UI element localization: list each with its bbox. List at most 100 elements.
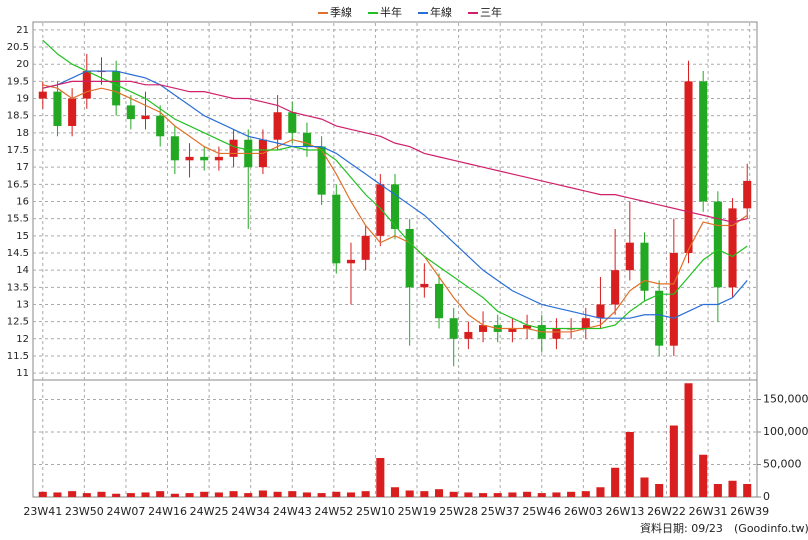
candle-body [288,112,297,133]
volume-bar [523,491,532,497]
volume-bar [699,454,708,497]
volume-bar [317,493,326,497]
y-tick-label: 14 [16,265,29,276]
volume-bar [288,491,297,497]
volume-bar [684,383,693,497]
y-tick-label: 12.5 [7,317,29,328]
volume-bar [376,458,385,497]
candle-body [200,156,209,161]
candle-body [655,290,664,346]
candle-body [743,180,752,209]
volume-bar [596,487,605,497]
volume-bar [581,491,590,497]
candle-body [68,98,77,126]
volume-bar [390,487,400,497]
volume-bar [625,432,634,497]
volume-bar [449,491,458,497]
x-tick-label: 24W43 [273,505,312,518]
volume-bar [38,491,47,497]
candle-body [82,71,91,99]
legend-label: 年線 [430,5,452,19]
y-tick-label: 11.5 [7,351,29,362]
volume-bar [200,491,209,497]
y-tick-label: 16 [16,197,29,208]
y-tick-label: 13 [16,299,29,310]
y-tick-label: 20 [16,59,29,70]
y-tick-label: 18.5 [7,111,29,122]
candle-body [273,112,282,140]
candle-body [332,194,341,264]
volume-bar [141,492,150,497]
volume-bar [567,491,576,497]
candle-body [214,156,223,161]
volume-bar [126,493,135,497]
candle-body [156,115,165,137]
volume-bar [464,492,473,497]
candle-body [229,139,238,157]
volume-bar [156,491,165,497]
x-tick-label: 26W13 [605,505,644,518]
candle-body [684,81,693,253]
volume-bar [405,490,414,497]
volume-bar [214,492,223,497]
volume-bar [669,425,678,497]
y-tick-label: 19 [16,94,29,105]
candle-body [699,81,708,202]
volume-bar [743,484,752,497]
candle-body [640,242,649,291]
volume-bar [258,490,267,497]
y2-tick-label: 150,000 [763,393,808,406]
candle-body [126,105,135,120]
candle-body [449,318,458,339]
volume-bar [479,493,488,497]
volume-bar [552,492,561,497]
x-tick-label: 24W16 [148,505,187,518]
candle-body [728,208,737,288]
candle-body [552,328,561,339]
y2-tick-label: 0 [763,490,770,503]
volume-bar [185,493,194,497]
y-tick-label: 18 [16,128,29,139]
volume-bar [713,484,722,497]
candle-body [390,184,400,229]
x-tick-label: 23W50 [65,505,104,518]
x-tick-label: 25W10 [356,505,395,518]
candle-body [464,331,473,339]
volume-bar [655,484,664,497]
y-tick-label: 17 [16,162,29,173]
x-tick-label: 23W41 [23,505,62,518]
y-tick-label: 17.5 [7,145,29,156]
footer-date: 資料日期: 09/23 [640,521,723,535]
candle-body [434,283,444,319]
x-tick-label: 24W25 [190,505,229,518]
y-tick-label: 20.5 [7,42,29,53]
x-tick-label: 24W34 [231,505,270,518]
volume-bar [68,491,77,497]
legend-label: 三年 [480,5,502,19]
candle-body [625,242,634,271]
y-tick-label: 14.5 [7,248,29,259]
x-tick-label: 25W19 [398,505,437,518]
x-tick-label: 25W37 [481,505,520,518]
x-tick-label: 25W46 [522,505,561,518]
x-tick-label: 25W28 [439,505,478,518]
y-tick-label: 16.5 [7,179,29,190]
candle-body [376,184,385,236]
ma-line [42,39,748,330]
x-tick-label: 26W31 [689,505,728,518]
candle-body [508,328,517,332]
candle-body [611,270,620,305]
ma-line [42,84,748,333]
volume-bar [244,493,253,497]
x-tick-label: 24W07 [107,505,146,518]
legend-label: 半年 [380,5,402,19]
y-tick-label: 15 [16,231,29,242]
y-tick-label: 11 [16,368,29,379]
x-tick-label: 26W03 [564,505,603,518]
volume-bar [420,491,429,497]
x-tick-label: 26W39 [730,505,769,518]
candle-body [170,136,179,161]
volume-bar [361,491,370,497]
volume-bar [53,492,62,497]
candle-body [361,235,370,260]
